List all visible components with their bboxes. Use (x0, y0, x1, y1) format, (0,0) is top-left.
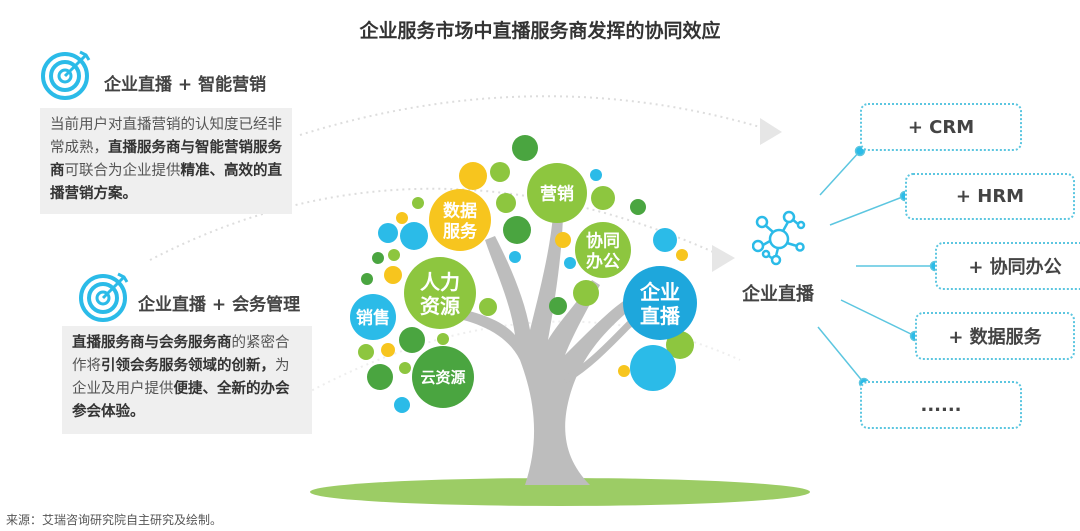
synergy-item-hrm: + HRM (905, 173, 1075, 220)
target-icon (40, 48, 94, 106)
decorative-dot (666, 331, 694, 359)
bubble-circle (575, 222, 631, 278)
network-icon (752, 210, 806, 266)
decorative-dot (384, 266, 402, 284)
decorative-dot (503, 216, 531, 244)
tree-bubble: 数据服务 (429, 189, 491, 251)
bubble-label: 数据 (443, 201, 477, 222)
synergy-item-more: ...... (860, 381, 1022, 429)
decorative-dot (573, 280, 599, 306)
decorative-dot (361, 273, 373, 285)
bubble-label: 服务 (443, 221, 478, 242)
description-segment: 当前用户对直播营销的认知度已经非常成熟， (50, 117, 282, 156)
target-icon (78, 270, 132, 328)
block-heading: 企业直播 + 会务管理 (138, 295, 301, 315)
bubble-circle (350, 294, 396, 340)
bubble-circle (412, 346, 474, 408)
bubble-label: 办公 (586, 251, 620, 272)
description-segment: 可联合为企业提供 (64, 163, 181, 179)
tree-bubble: 企业直播 (623, 266, 697, 340)
decorative-dot (591, 186, 615, 210)
decorative-dot (378, 223, 398, 243)
source-note: 来源：艾瑞咨询研究院自主研究及绘制。 (6, 513, 223, 527)
tree-bubble: 销售 (350, 294, 396, 340)
bubble-label: 企业 (639, 280, 680, 304)
decorative-dot (490, 162, 510, 182)
decorative-dot (394, 397, 410, 413)
bubble-label: 协同 (586, 231, 620, 252)
decorative-dot (399, 327, 425, 353)
description-segment: 精准、高效的直播营销方案。 (50, 163, 282, 202)
tree-bubble: 营销 (527, 163, 587, 223)
bubble-label: 人力 (420, 270, 460, 294)
description-segment: 引领会务服务领域的创新， (101, 358, 275, 374)
synergy-item-collaboration: + 协同办公 (935, 242, 1080, 290)
decorative-dot (630, 199, 646, 215)
hub-label: 企业直播 (742, 284, 814, 305)
block-heading: 企业直播 + 智能营销 (104, 75, 267, 95)
tree-bubble: 云资源 (412, 346, 474, 408)
bubble-label: 营销 (540, 183, 574, 204)
bubble-label: 云资源 (420, 369, 465, 387)
decorative-dot (437, 333, 449, 345)
decorative-dot (358, 344, 374, 360)
bubble-label: 直播 (640, 304, 681, 328)
bubble-circle (429, 189, 491, 251)
bubble-circle (527, 163, 587, 223)
decorative-dot (618, 365, 630, 377)
decorative-dot (512, 135, 538, 161)
decorative-dot (400, 222, 428, 250)
decorative-dot (549, 297, 567, 315)
tree-trunk (440, 215, 632, 485)
page-title: 企业服务市场中直播服务商发挥的协同效应 (359, 20, 721, 42)
decorative-dot (381, 343, 395, 357)
decorative-dot (396, 212, 408, 224)
decorative-dot (676, 249, 688, 261)
decorative-dot (399, 362, 411, 374)
decorative-dot (653, 228, 677, 252)
block-description: 直播服务商与会务服务商的紧密合作将引领会务服务领域的创新，为企业及用户提供便捷、… (62, 326, 312, 434)
description-segment: 直播服务商与智能营销服务商 (50, 140, 282, 179)
decorative-dot (555, 232, 571, 248)
bubble-label: 销售 (356, 307, 390, 328)
decorative-dot (388, 249, 400, 261)
description-segment: 便捷、全新的办会参会体验。 (72, 381, 290, 420)
decorative-dot (459, 162, 487, 190)
description-segment: 为企业及用户提供 (72, 358, 290, 397)
decorative-dot (412, 197, 424, 209)
ground (310, 478, 810, 506)
decorative-dot (630, 345, 676, 391)
synergy-item-data-services: + 数据服务 (915, 312, 1075, 360)
synergy-item-crm: + CRM (860, 103, 1022, 151)
decorative-dot (509, 251, 521, 263)
bubble-circle (623, 266, 697, 340)
bubble-label: 资源 (420, 294, 460, 318)
decorative-dot (590, 169, 602, 181)
block-description: 当前用户对直播营销的认知度已经非常成熟，直播服务商与智能营销服务商可联合为企业提… (40, 108, 292, 214)
decorative-dot (372, 252, 384, 264)
description-segment: 的紧密合作将 (72, 335, 290, 374)
decorative-dot (367, 364, 393, 390)
bubble-circle (404, 257, 476, 329)
decorative-dot (496, 193, 516, 213)
tree-bubble: 协同办公 (575, 222, 631, 278)
description-segment: 直播服务商与会务服务商 (72, 335, 232, 351)
decorative-dot (479, 298, 497, 316)
decorative-dot (564, 257, 576, 269)
